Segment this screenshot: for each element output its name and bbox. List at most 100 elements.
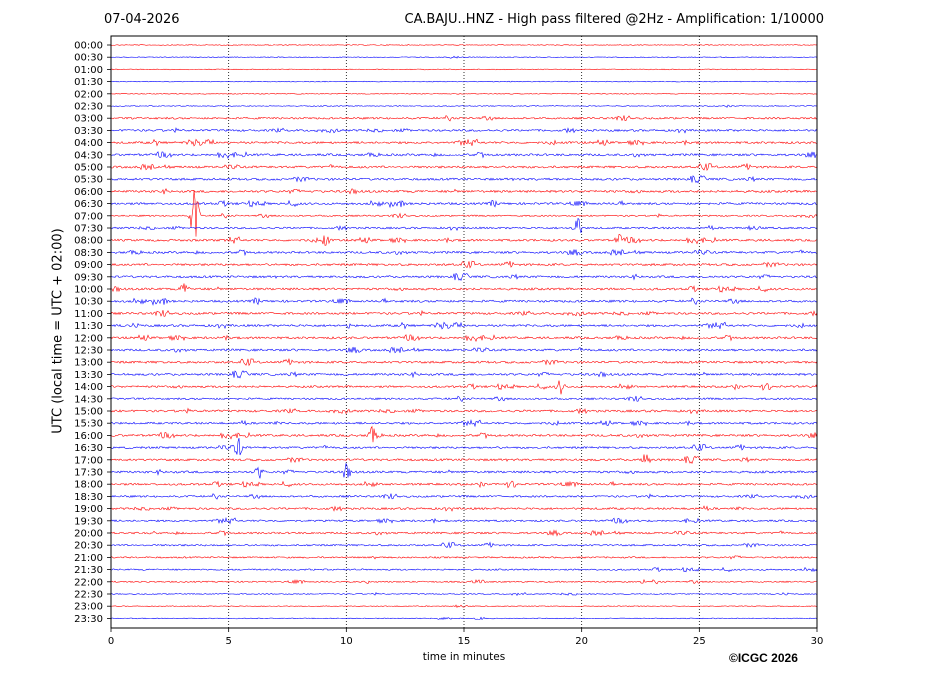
y-tick-label: 03:30 xyxy=(74,126,103,137)
y-tick-label: 07:00 xyxy=(74,211,103,222)
y-tick-label: 11:00 xyxy=(74,309,103,320)
trace-0330 xyxy=(110,127,818,134)
x-tick-label: 30 xyxy=(811,636,824,647)
x-axis-label: time in minutes xyxy=(422,651,506,663)
trace-1530 xyxy=(110,419,818,428)
y-tick-label: 08:30 xyxy=(74,248,103,259)
trace-2300 xyxy=(110,604,818,608)
y-tick-label: 23:30 xyxy=(74,614,103,625)
trace-0730 xyxy=(110,217,818,234)
trace-1400 xyxy=(110,380,818,395)
trace-0630 xyxy=(110,199,818,209)
trace-0830 xyxy=(110,249,818,257)
y-tick-label: 02:30 xyxy=(74,102,103,113)
y-tick-label: 01:00 xyxy=(74,65,103,76)
trace-1430 xyxy=(110,395,818,403)
plot-frame xyxy=(110,35,818,629)
trace-2330 xyxy=(110,616,818,620)
seismic-traces xyxy=(110,44,818,620)
trace-2100 xyxy=(110,555,818,560)
y-tick-label: 05:30 xyxy=(74,175,103,186)
y-tick-label: 22:30 xyxy=(74,590,103,601)
y-tick-label: 20:00 xyxy=(74,529,103,540)
trace-0300 xyxy=(110,115,818,122)
trace-0600 xyxy=(110,188,818,195)
y-tick-label: 04:30 xyxy=(74,150,103,161)
trace-1730 xyxy=(110,462,818,479)
trace-1630 xyxy=(110,437,818,456)
y-tick-label: 18:30 xyxy=(74,492,103,503)
trace-0500 xyxy=(110,163,818,172)
trace-0800 xyxy=(110,233,818,246)
x-tick-label: 10 xyxy=(340,636,353,647)
y-tick-label: 19:30 xyxy=(74,516,103,527)
y-tick-label: 21:30 xyxy=(74,565,103,576)
trace-0200 xyxy=(110,93,818,95)
x-tick-label: 5 xyxy=(225,636,231,647)
y-tick-label: 15:00 xyxy=(74,407,103,418)
trace-1030 xyxy=(110,297,818,306)
y-tick-label: 20:30 xyxy=(74,541,103,552)
y-tick-label: 17:30 xyxy=(74,468,103,479)
trace-0400 xyxy=(110,138,818,147)
trace-1330 xyxy=(110,370,818,379)
y-tick-label: 05:00 xyxy=(74,163,103,174)
y-tick-label: 09:30 xyxy=(74,272,103,283)
trace-1300 xyxy=(110,358,818,367)
trace-2200 xyxy=(110,578,818,585)
y-tick-label: 07:30 xyxy=(74,224,103,235)
trace-1200 xyxy=(110,334,818,342)
trace-0430 xyxy=(110,151,818,159)
trace-0000 xyxy=(110,44,818,46)
y-tick-label: 10:30 xyxy=(74,297,103,308)
trace-0930 xyxy=(110,272,818,281)
trace-2130 xyxy=(110,566,818,573)
trace-1930 xyxy=(110,517,818,525)
y-tick-label: 21:00 xyxy=(74,553,103,564)
y-tick-label: 15:30 xyxy=(74,419,103,430)
trace-1830 xyxy=(110,493,818,500)
y-tick-label: 13:00 xyxy=(74,358,103,369)
trace-1600 xyxy=(110,425,818,443)
trace-0230 xyxy=(110,104,818,108)
y-tick-label: 23:00 xyxy=(74,602,103,613)
y-tick-label: 09:00 xyxy=(74,260,103,271)
y-tick-label: 19:00 xyxy=(74,504,103,515)
y-tick-label: 11:30 xyxy=(74,321,103,332)
trace-0900 xyxy=(110,260,818,269)
trace-0100 xyxy=(110,68,818,71)
y-tick-label: 18:00 xyxy=(74,480,103,491)
trace-0030 xyxy=(110,55,818,59)
trace-0530 xyxy=(110,175,818,184)
trace-1800 xyxy=(110,480,818,489)
y-tick-label: 02:00 xyxy=(74,89,103,100)
trace-1000 xyxy=(110,283,818,293)
x-tick-label: 0 xyxy=(108,636,114,647)
y-tick-label: 22:00 xyxy=(74,577,103,588)
trace-2030 xyxy=(110,541,818,549)
x-tick-label: 20 xyxy=(575,636,588,647)
y-tick-label: 14:00 xyxy=(74,382,103,393)
y-tick-label: 12:30 xyxy=(74,346,103,357)
y-tick-label: 00:30 xyxy=(74,53,103,64)
trace-2230 xyxy=(110,592,818,597)
trace-1230 xyxy=(110,346,818,354)
y-tick-label: 06:30 xyxy=(74,199,103,210)
y-axis-label: UTC (local time = UTC + 02:00) xyxy=(50,228,66,434)
trace-1900 xyxy=(110,505,818,512)
y-tick-label: 03:00 xyxy=(74,114,103,125)
copyright-notice: ©ICGC 2026 xyxy=(729,651,798,665)
trace-0700 xyxy=(110,190,818,237)
trace-1700 xyxy=(110,454,818,464)
y-tick-label: 10:00 xyxy=(74,285,103,296)
y-tick-label: 08:00 xyxy=(74,236,103,247)
x-tick-label: 15 xyxy=(458,636,471,647)
trace-2000 xyxy=(110,529,818,537)
record-date: 07-04-2026 xyxy=(104,12,180,27)
y-tick-label: 14:30 xyxy=(74,394,103,405)
trace-1100 xyxy=(110,309,818,317)
grid-lines xyxy=(228,36,700,628)
y-tick-label: 04:00 xyxy=(74,138,103,149)
